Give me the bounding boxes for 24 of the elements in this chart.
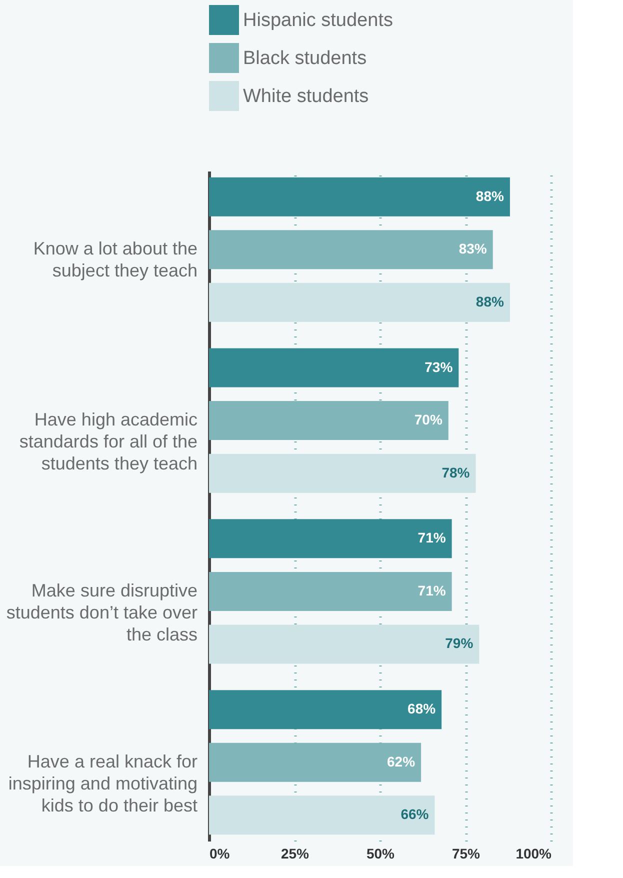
data-label: 68% [408, 700, 436, 717]
data-label: 79% [445, 635, 474, 652]
data-label: 70% [414, 412, 443, 428]
x-tick-label: 25% [280, 846, 310, 862]
y-tick-label: Have a real knack for inspiring and motivating kids to do their best [8, 751, 198, 816]
data-label: 88% [476, 188, 504, 204]
y-tick-label: Have high academic standards for all of the students they teach [19, 410, 198, 474]
y-tick-label: Know a lot about the subject they teach [33, 238, 198, 281]
y-tick-label: Make sure disruptive students don’t take over the class [6, 580, 198, 644]
data-label: 73% [424, 358, 454, 375]
x-tick-label: 75% [452, 846, 481, 862]
x-tick-label: 0% [210, 846, 230, 862]
data-label: 83% [458, 240, 488, 257]
data-label: 88% [476, 293, 504, 310]
legend-label: Hispanic students [243, 10, 393, 31]
data-label: 71% [418, 582, 446, 598]
data-label: 78% [442, 464, 470, 480]
data-label: 66% [400, 806, 430, 822]
x-tick-label: 50% [366, 846, 396, 862]
legend-label: Black students [243, 48, 367, 69]
data-label: 71% [418, 530, 446, 546]
legend-label: White students [243, 86, 369, 107]
x-tick-label: 100% [516, 846, 552, 862]
data-label: 62% [387, 753, 416, 770]
